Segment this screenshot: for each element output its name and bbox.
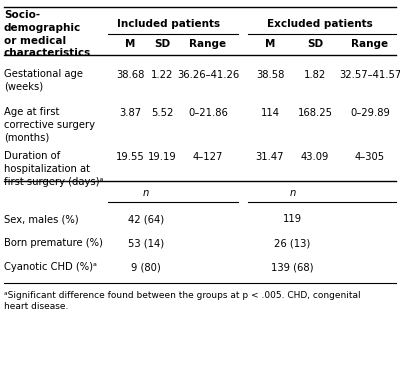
Text: 5.52: 5.52: [151, 108, 173, 118]
Text: n: n: [289, 188, 296, 198]
Text: n: n: [143, 188, 149, 198]
Text: 1.82: 1.82: [304, 70, 326, 80]
Text: 9 (80): 9 (80): [131, 262, 161, 272]
Text: Duration of
hospitalization at
first surgery (days)ᵃ: Duration of hospitalization at first sur…: [4, 151, 104, 187]
Text: Socio-
demographic
or medical
characteristics: Socio- demographic or medical characteri…: [4, 10, 91, 58]
Text: 31.47: 31.47: [256, 152, 284, 162]
Text: Range: Range: [352, 39, 388, 49]
Text: SD: SD: [307, 39, 323, 49]
Text: Born premature (%): Born premature (%): [4, 238, 103, 248]
Text: 32.57–41.57: 32.57–41.57: [339, 70, 400, 80]
Text: 19.19: 19.19: [148, 152, 176, 162]
Text: 38.58: 38.58: [256, 70, 284, 80]
Text: M: M: [125, 39, 135, 49]
Text: 139 (68): 139 (68): [271, 262, 314, 272]
Text: 119: 119: [283, 214, 302, 224]
Text: Age at first
corrective surgery
(months): Age at first corrective surgery (months): [4, 107, 95, 142]
Text: 36.26–41.26: 36.26–41.26: [177, 70, 239, 80]
Text: 3.87: 3.87: [119, 108, 141, 118]
Text: 43.09: 43.09: [301, 152, 329, 162]
Text: 168.25: 168.25: [298, 108, 332, 118]
Text: 4–305: 4–305: [355, 152, 385, 162]
Text: Included patients: Included patients: [118, 19, 220, 29]
Text: Cyanotic CHD (%)ᵃ: Cyanotic CHD (%)ᵃ: [4, 262, 97, 272]
Text: SD: SD: [154, 39, 170, 49]
Text: Sex, males (%): Sex, males (%): [4, 214, 79, 224]
Text: ᵃSignificant difference found between the groups at p < .005. CHD, congenital
he: ᵃSignificant difference found between th…: [4, 291, 361, 311]
Text: 53 (14): 53 (14): [128, 238, 164, 248]
Text: M: M: [265, 39, 275, 49]
Text: 0–21.86: 0–21.86: [188, 108, 228, 118]
Text: 1.22: 1.22: [151, 70, 173, 80]
Text: 19.55: 19.55: [116, 152, 144, 162]
Text: 0–29.89: 0–29.89: [350, 108, 390, 118]
Text: Excluded patients: Excluded patients: [267, 19, 373, 29]
Text: 4–127: 4–127: [193, 152, 223, 162]
Text: Range: Range: [190, 39, 226, 49]
Text: 38.68: 38.68: [116, 70, 144, 80]
Text: 26 (13): 26 (13): [274, 238, 311, 248]
Text: 114: 114: [260, 108, 280, 118]
Text: Gestational age
(weeks): Gestational age (weeks): [4, 69, 83, 92]
Text: 42 (64): 42 (64): [128, 214, 164, 224]
